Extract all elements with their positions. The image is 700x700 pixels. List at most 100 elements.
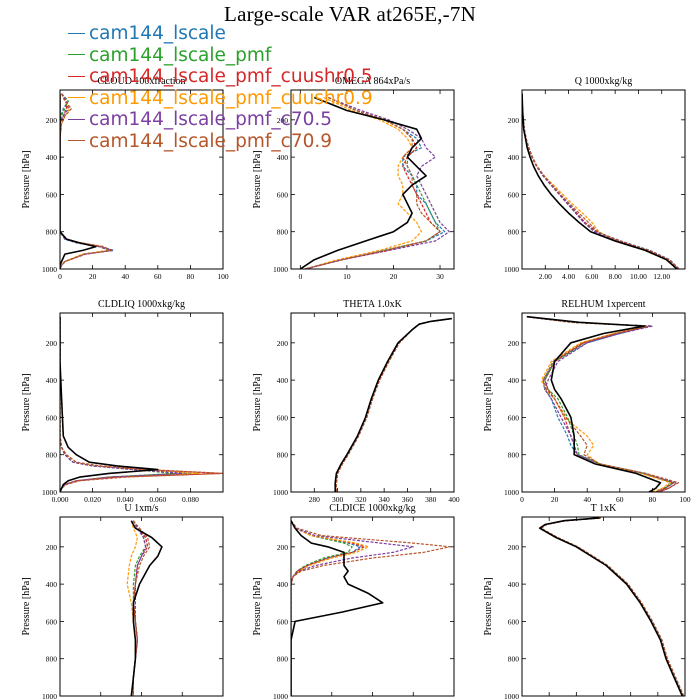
series-line-cam144-lscale-pmf-c70-5 [60,93,113,269]
series-line-obs [130,520,163,696]
panel-title: T 1xK [591,503,617,514]
y-tick-label: 200 [46,116,58,125]
series-line-cam144-lscale-pmf-cuushr0-5 [335,318,452,492]
y-tick-label: 400 [508,153,520,162]
y-tick-label: 1000 [504,488,519,497]
y-tick-label: 1000 [504,692,519,700]
y-axis-label: Pressure [hPa] [21,577,32,635]
panel-title: CLOUD 100xfraction [97,76,185,87]
panel-title: OMEGA 864xPa/s [335,76,410,87]
y-tick-label: 200 [508,543,520,552]
plot-frame [521,89,686,270]
x-tick-label: 400 [448,495,460,504]
y-tick-label: 200 [508,116,520,125]
x-tick-label: 40 [583,495,591,504]
x-tick-label: 0.000 [52,495,69,504]
y-tick-label: 800 [46,228,58,237]
y-tick-label: 600 [46,413,58,422]
series-line-cam144-lscale-pmf-c70-9 [60,316,223,492]
x-tick-label: 80 [187,272,195,281]
series-line-obs [526,315,662,492]
y-tick-label: 400 [277,153,289,162]
x-tick-label: 0 [58,272,62,281]
x-tick-label: 10 [343,272,351,281]
y-tick-label: 400 [508,376,520,385]
series-line-cam144-lscale-pmf-cuushr0-9 [304,96,422,269]
series-line-obs [522,93,678,269]
legend-swatch [68,54,85,55]
x-tick-label: 100 [217,272,229,281]
x-tick-label: 0.060 [149,495,166,504]
y-tick-label: 400 [46,153,58,162]
x-tick-label: 320 [355,495,367,504]
series-line-cam144-lscale-pmf-c70-5 [132,520,147,696]
series-line-cam144-lscale [335,318,452,492]
series-line-obs [334,317,452,492]
x-tick-label: 20 [551,495,559,504]
x-tick-label: 20 [89,272,97,281]
series-line-cam144-lscale [522,93,680,269]
y-tick-label: 800 [508,451,520,460]
legend-swatch [68,75,85,77]
series-line-cam144-lscale-pmf-c70-9 [526,316,680,492]
x-tick-label: 20 [390,272,398,281]
series-line-cam144-lscale-pmf-c70-9 [60,93,112,269]
plot-frame [290,312,455,493]
x-tick-label: 0 [298,272,302,281]
series-line-cam144-lscale-pmf-c70-5 [522,93,679,269]
y-tick-label: 1000 [42,488,57,497]
y-tick-label: 600 [277,190,289,199]
legend-label: cam144_lscale_pmf_c70.5 [89,109,333,130]
panel-title: CLDLIQ 1000xkg/kg [98,299,185,310]
y-tick-label: 800 [277,655,289,664]
series-line-cam144-lscale-pmf [335,318,452,492]
x-tick-label: 280 [309,495,321,504]
panel-q-1000xkg-kg: Q 1000xkg/kg Pressure [hPa] 2.00 4.00 6.00 8.… [483,76,686,281]
series-line-cam144-lscale-pmf-cuushr0-9 [60,316,200,492]
y-tick-label: 800 [46,655,58,664]
legend-item-cam144-lscale-pmf-c70-9: cam144_lscale_pmf_c70.9 [68,131,332,152]
series-line-cam144-lscale-pmf [60,93,110,269]
panel-cloud-100xfraction: CLOUD 100xfraction Pressure [hPa] 0 20 40 60 8… [21,76,229,281]
y-tick-label: 1000 [504,265,519,274]
y-tick-label: 800 [508,655,520,664]
x-tick-label: 60 [154,272,162,281]
y-axis-label: Pressure [hPa] [252,373,263,431]
series-line-cam144-lscale-pmf-c70-5 [291,520,414,696]
legend-swatch [68,32,85,34]
legend-label: cam144_lscale_pmf_cuushr0.9 [89,87,373,109]
y-tick-label: 1000 [273,265,288,274]
series-line-obs [60,93,97,269]
x-tick-label: 0.020 [84,495,101,504]
y-tick-label: 400 [508,580,520,589]
y-tick-label: 200 [277,543,289,552]
x-tick-label: 6.00 [585,272,598,281]
y-axis-label: Pressure [hPa] [21,150,32,208]
legend-swatch [68,118,85,120]
y-axis-label: Pressure [hPa] [21,373,32,431]
panel-title: Q 1000xkg/kg [575,76,633,87]
series-line-cam144-lscale-pmf-c70-5 [304,96,450,269]
series-line-obs [299,96,427,269]
plot-frame [59,516,224,697]
legend-swatch [68,97,85,98]
series-line-cam144-lscale-pmf [540,517,685,696]
x-tick-label: 0.040 [117,495,134,504]
series-line-cam144-lscale-pmf [522,93,679,269]
y-tick-label: 200 [46,543,58,552]
panel-theta-1-0xk: THETA 1.0xK Pressure [hPa] 280 300 320 340 360… [252,299,460,504]
series-line-cam144-lscale-pmf-c70-5 [335,318,452,492]
series-line-obs [291,520,384,696]
series-line-cam144-lscale-pmf-c70-5 [60,316,183,492]
x-tick-label: 10.00 [630,272,647,281]
series-line-cam144-lscale-pmf-cuushr0-9 [540,517,685,696]
x-tick-label: 2.00 [539,272,552,281]
y-axis-label: Pressure [hPa] [483,150,494,208]
y-tick-label: 600 [508,190,520,199]
series-line-cam144-lscale [60,316,191,492]
y-axis-label: Pressure [hPa] [483,577,494,635]
panel-relhum-1xpercent: RELHUM 1xpercent Pressure [hPa] 0 20 40 60 80 1… [483,299,691,504]
